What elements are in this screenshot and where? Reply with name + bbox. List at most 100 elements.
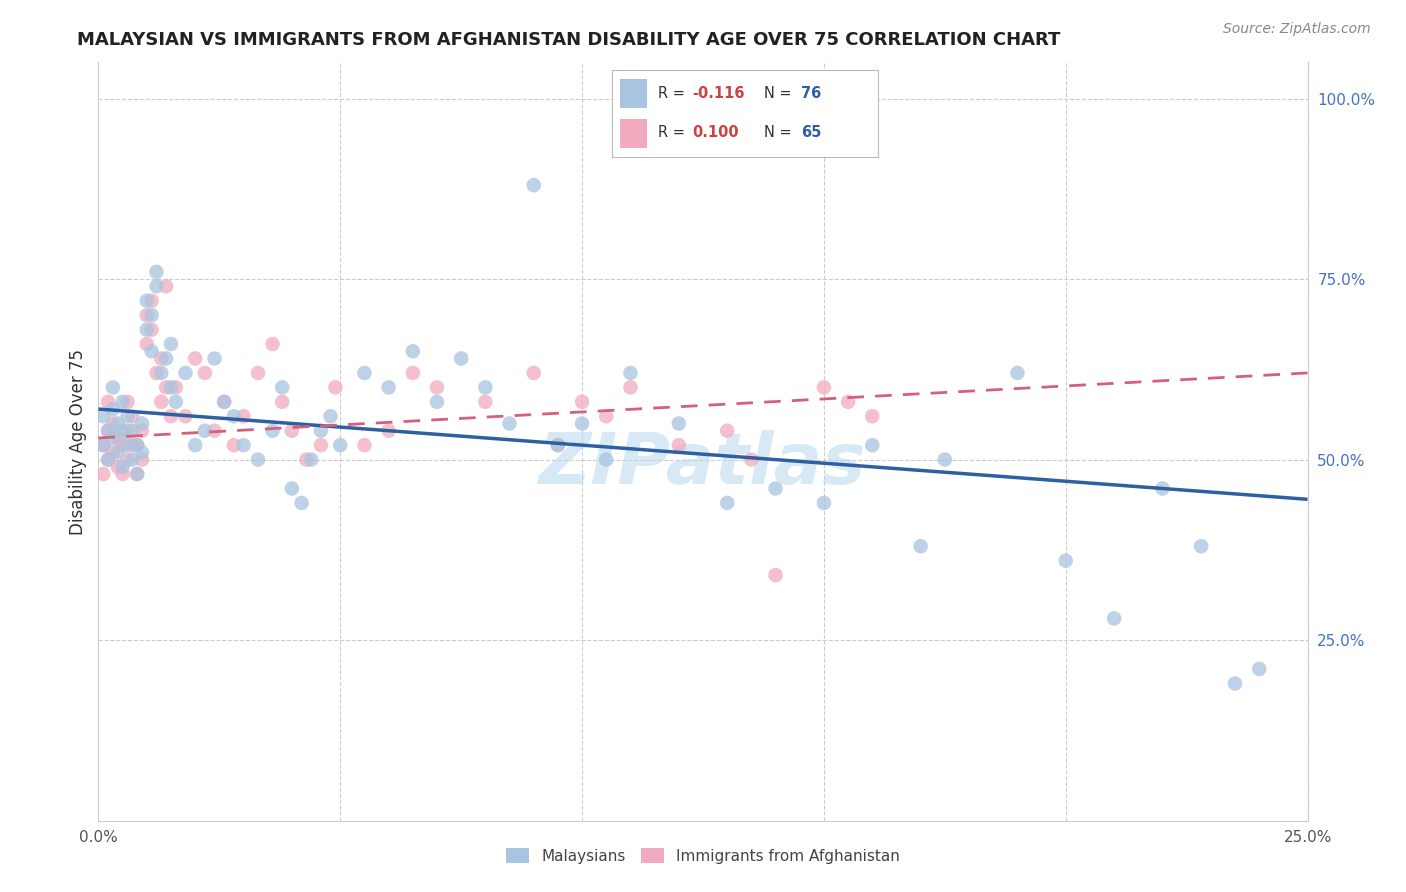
Point bbox=[402, 366, 425, 380]
Point bbox=[353, 438, 375, 452]
Point bbox=[165, 394, 187, 409]
Point bbox=[131, 417, 153, 431]
Point bbox=[377, 424, 399, 438]
Point bbox=[91, 409, 114, 424]
Point bbox=[1189, 539, 1212, 553]
Point bbox=[107, 417, 129, 431]
Point bbox=[135, 337, 157, 351]
Point bbox=[329, 438, 352, 452]
Point bbox=[91, 438, 114, 452]
Point bbox=[860, 438, 883, 452]
Point bbox=[174, 409, 197, 424]
Point bbox=[141, 344, 163, 359]
Point bbox=[150, 394, 173, 409]
Point bbox=[91, 438, 114, 452]
Point bbox=[353, 366, 375, 380]
Point bbox=[127, 467, 149, 481]
Point bbox=[212, 394, 235, 409]
Point bbox=[1007, 366, 1029, 380]
Point bbox=[135, 293, 157, 308]
Point bbox=[145, 265, 167, 279]
Point bbox=[668, 438, 690, 452]
Point bbox=[204, 351, 226, 366]
Point bbox=[160, 380, 183, 394]
Point bbox=[101, 431, 124, 445]
Y-axis label: Disability Age Over 75: Disability Age Over 75 bbox=[69, 349, 87, 534]
Point bbox=[101, 445, 124, 459]
Point bbox=[194, 366, 217, 380]
Point bbox=[262, 337, 284, 351]
Point bbox=[127, 467, 149, 481]
Point bbox=[97, 424, 120, 438]
Point bbox=[765, 568, 787, 582]
Point bbox=[934, 452, 956, 467]
Point bbox=[262, 424, 284, 438]
Point bbox=[523, 366, 546, 380]
Point bbox=[910, 539, 932, 553]
Point bbox=[247, 452, 270, 467]
Point bbox=[547, 438, 569, 452]
Point bbox=[716, 424, 738, 438]
Point bbox=[117, 409, 139, 424]
Point bbox=[155, 351, 177, 366]
Point bbox=[309, 424, 332, 438]
Point bbox=[290, 496, 312, 510]
Point bbox=[160, 337, 183, 351]
Point bbox=[117, 424, 139, 438]
Point bbox=[155, 380, 177, 394]
Point bbox=[1054, 554, 1077, 568]
Point bbox=[121, 438, 143, 452]
Text: ZIPatlas: ZIPatlas bbox=[540, 430, 866, 499]
Point bbox=[97, 424, 120, 438]
Point bbox=[111, 394, 134, 409]
Point bbox=[281, 424, 304, 438]
Point bbox=[107, 459, 129, 474]
Point bbox=[184, 438, 207, 452]
Point bbox=[837, 394, 859, 409]
Point bbox=[813, 380, 835, 394]
Point bbox=[1102, 611, 1125, 625]
Point bbox=[523, 178, 546, 193]
Point bbox=[117, 438, 139, 452]
Point bbox=[295, 452, 318, 467]
Point bbox=[145, 279, 167, 293]
Point bbox=[813, 496, 835, 510]
Point bbox=[1152, 482, 1174, 496]
Point bbox=[160, 409, 183, 424]
Point bbox=[281, 482, 304, 496]
Point bbox=[426, 394, 449, 409]
Point bbox=[111, 424, 134, 438]
Point bbox=[107, 445, 129, 459]
Point bbox=[547, 438, 569, 452]
Point bbox=[127, 438, 149, 452]
Point bbox=[426, 380, 449, 394]
Point bbox=[141, 293, 163, 308]
Point bbox=[309, 438, 332, 452]
Point bbox=[121, 424, 143, 438]
Point bbox=[204, 424, 226, 438]
Point bbox=[860, 409, 883, 424]
Point bbox=[1249, 662, 1271, 676]
Point bbox=[111, 467, 134, 481]
Point bbox=[668, 417, 690, 431]
Point bbox=[571, 417, 593, 431]
Point bbox=[194, 424, 217, 438]
Point bbox=[595, 409, 617, 424]
Text: MALAYSIAN VS IMMIGRANTS FROM AFGHANISTAN DISABILITY AGE OVER 75 CORRELATION CHAR: MALAYSIAN VS IMMIGRANTS FROM AFGHANISTAN… bbox=[77, 31, 1060, 49]
Point bbox=[131, 452, 153, 467]
Point bbox=[377, 380, 399, 394]
Point bbox=[716, 496, 738, 510]
Point bbox=[212, 394, 235, 409]
Point bbox=[101, 402, 124, 417]
Point bbox=[127, 438, 149, 452]
Point bbox=[474, 394, 496, 409]
Point bbox=[117, 394, 139, 409]
Point bbox=[91, 467, 114, 481]
Point bbox=[165, 380, 187, 394]
Point bbox=[498, 417, 520, 431]
Point bbox=[325, 380, 347, 394]
Point bbox=[595, 452, 617, 467]
Point bbox=[247, 366, 270, 380]
Point bbox=[97, 452, 120, 467]
Point bbox=[117, 452, 139, 467]
